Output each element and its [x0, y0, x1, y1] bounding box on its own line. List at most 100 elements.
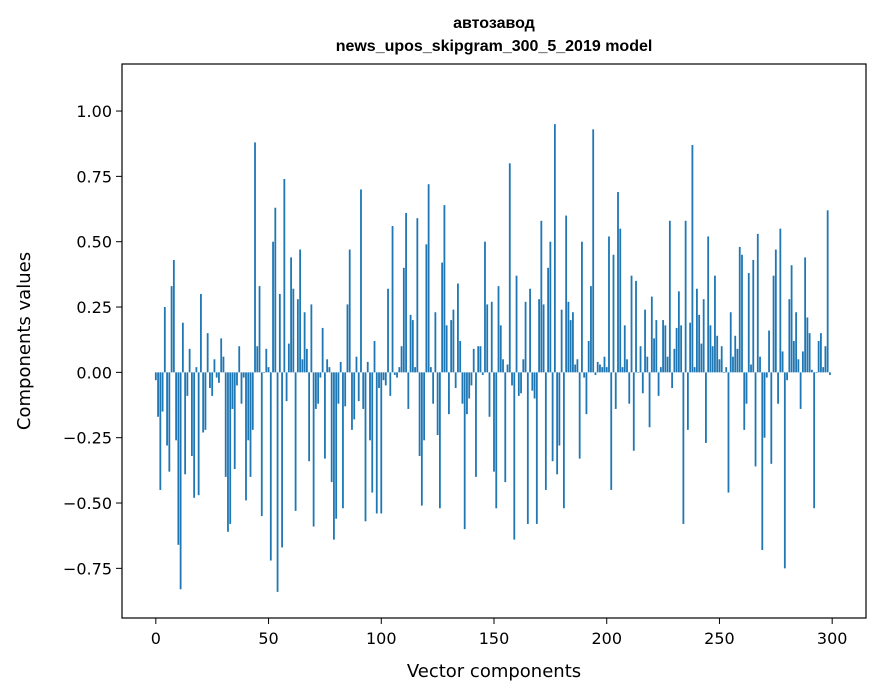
- bar: [754, 372, 757, 467]
- bar: [459, 341, 462, 373]
- bar: [308, 372, 311, 462]
- bar: [542, 304, 545, 373]
- bar: [290, 257, 292, 373]
- bar: [369, 372, 371, 441]
- bar: [572, 312, 574, 373]
- bar: [750, 364, 752, 373]
- bar: [562, 372, 565, 509]
- bar: [409, 314, 412, 373]
- bar: [391, 226, 394, 373]
- bar: [529, 288, 531, 373]
- bar: [281, 372, 283, 548]
- bar: [283, 178, 286, 373]
- bar: [463, 372, 466, 530]
- bar: [375, 372, 378, 514]
- bar: [287, 343, 290, 373]
- bar: [475, 372, 477, 477]
- x-tick-label: 50: [258, 629, 278, 648]
- bar: [378, 372, 380, 389]
- bar: [251, 372, 254, 430]
- bar: [233, 372, 236, 470]
- bar: [759, 356, 761, 373]
- bar: [689, 322, 692, 373]
- bar: [581, 241, 583, 373]
- bar: [240, 372, 243, 404]
- bar: [522, 359, 525, 373]
- bar: [666, 356, 669, 373]
- bar: [344, 372, 347, 407]
- bar: [360, 189, 362, 373]
- x-tick-label: 150: [479, 629, 510, 648]
- bar: [736, 348, 739, 373]
- bar: [170, 286, 173, 373]
- bar: [513, 372, 516, 540]
- bar: [698, 314, 701, 373]
- chart-subtitle: news_upos_skipgram_300_5_2019 model: [336, 38, 653, 55]
- bar: [650, 296, 653, 373]
- bar: [382, 372, 385, 381]
- bar: [258, 286, 261, 373]
- bar: [517, 372, 520, 396]
- bar: [470, 372, 473, 386]
- y-tick-label: 0.00: [76, 363, 112, 382]
- bar: [342, 372, 344, 509]
- bar: [795, 312, 798, 373]
- bar: [420, 372, 423, 506]
- bar: [407, 372, 410, 409]
- bar: [668, 220, 671, 373]
- bar: [220, 338, 223, 373]
- bar: [418, 372, 421, 456]
- bar: [813, 372, 816, 509]
- bar: [691, 145, 694, 373]
- bar: [373, 341, 376, 373]
- bar: [727, 372, 730, 493]
- bar: [641, 372, 644, 394]
- bar: [583, 372, 586, 378]
- bar: [265, 348, 268, 373]
- bar: [590, 286, 592, 373]
- bar: [312, 372, 315, 527]
- bar: [605, 367, 608, 373]
- bar: [389, 372, 392, 396]
- bar: [603, 356, 606, 373]
- bar: [351, 372, 353, 430]
- bar: [745, 372, 748, 404]
- x-axis-ticks: 0 50 100 150 200 250 300: [151, 618, 847, 648]
- bar: [797, 359, 800, 373]
- bar: [393, 372, 396, 375]
- bar-series: [154, 124, 831, 592]
- bar: [567, 301, 570, 373]
- bar: [610, 372, 613, 490]
- bar: [801, 351, 804, 373]
- bar: [815, 372, 818, 373]
- bar: [596, 361, 599, 373]
- bar: [321, 327, 324, 373]
- bar: [468, 372, 471, 399]
- bar: [646, 356, 649, 373]
- bar: [772, 275, 775, 373]
- x-tick-label: 250: [704, 629, 735, 648]
- bar: [211, 372, 214, 396]
- bar: [707, 236, 710, 373]
- bar: [452, 309, 455, 373]
- bar: [339, 361, 342, 373]
- bar: [493, 372, 495, 472]
- bar: [664, 325, 667, 373]
- bar: [540, 220, 543, 373]
- bar: [457, 283, 459, 373]
- bar: [490, 301, 493, 373]
- bar: [558, 372, 561, 446]
- bar: [538, 299, 540, 373]
- bar: [499, 325, 502, 373]
- bar: [725, 367, 728, 373]
- bar: [479, 346, 482, 373]
- bar: [335, 372, 338, 519]
- bar: [227, 372, 229, 532]
- bar: [443, 205, 446, 373]
- bar: [371, 372, 374, 493]
- bar: [357, 372, 360, 402]
- bar: [434, 312, 437, 373]
- bar: [247, 372, 250, 441]
- bar: [425, 244, 428, 373]
- bar: [682, 372, 685, 524]
